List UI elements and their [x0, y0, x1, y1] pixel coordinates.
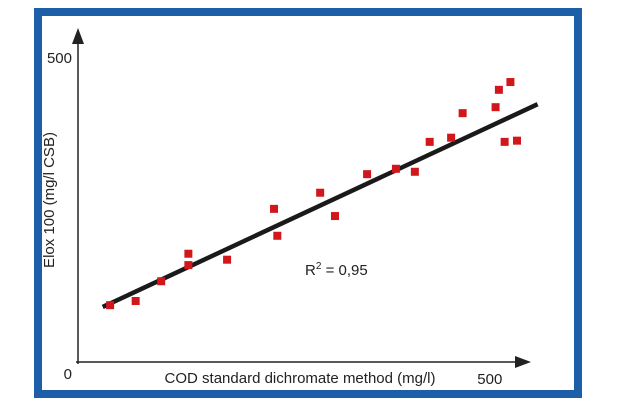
point: [157, 277, 166, 286]
annotation-text: = 0,95: [321, 262, 367, 279]
point: [491, 103, 500, 112]
point: [391, 164, 400, 173]
point: [410, 167, 419, 176]
x-tick-label: 500: [477, 371, 502, 388]
frame: [34, 8, 582, 398]
point: [270, 204, 279, 213]
point: [512, 136, 521, 145]
point: [500, 137, 509, 146]
fit-line: [101, 102, 539, 310]
point: [506, 78, 515, 87]
point: [184, 249, 193, 258]
point: [131, 296, 140, 305]
y-arrow: [72, 28, 84, 44]
point: [447, 133, 456, 142]
point: [106, 301, 115, 310]
annotation-sup: 2: [316, 261, 322, 272]
point: [363, 170, 372, 179]
y-tick-label: 500: [47, 50, 72, 67]
point: [184, 261, 193, 270]
y-tick-label: 0: [64, 366, 72, 383]
point: [494, 85, 503, 94]
point: [223, 255, 232, 264]
x-arrow: [515, 356, 531, 368]
annotation: R2 = 0,95: [305, 261, 368, 279]
annotation-text: R: [305, 262, 316, 279]
point: [316, 188, 325, 197]
x-axis-label: COD standard dichromate method (mg/l): [165, 370, 436, 387]
point: [425, 137, 434, 146]
point: [330, 212, 339, 221]
point: [458, 109, 467, 118]
point: [273, 231, 282, 240]
y-axis-label: Elox 100 (mg/l CSB): [41, 132, 58, 268]
